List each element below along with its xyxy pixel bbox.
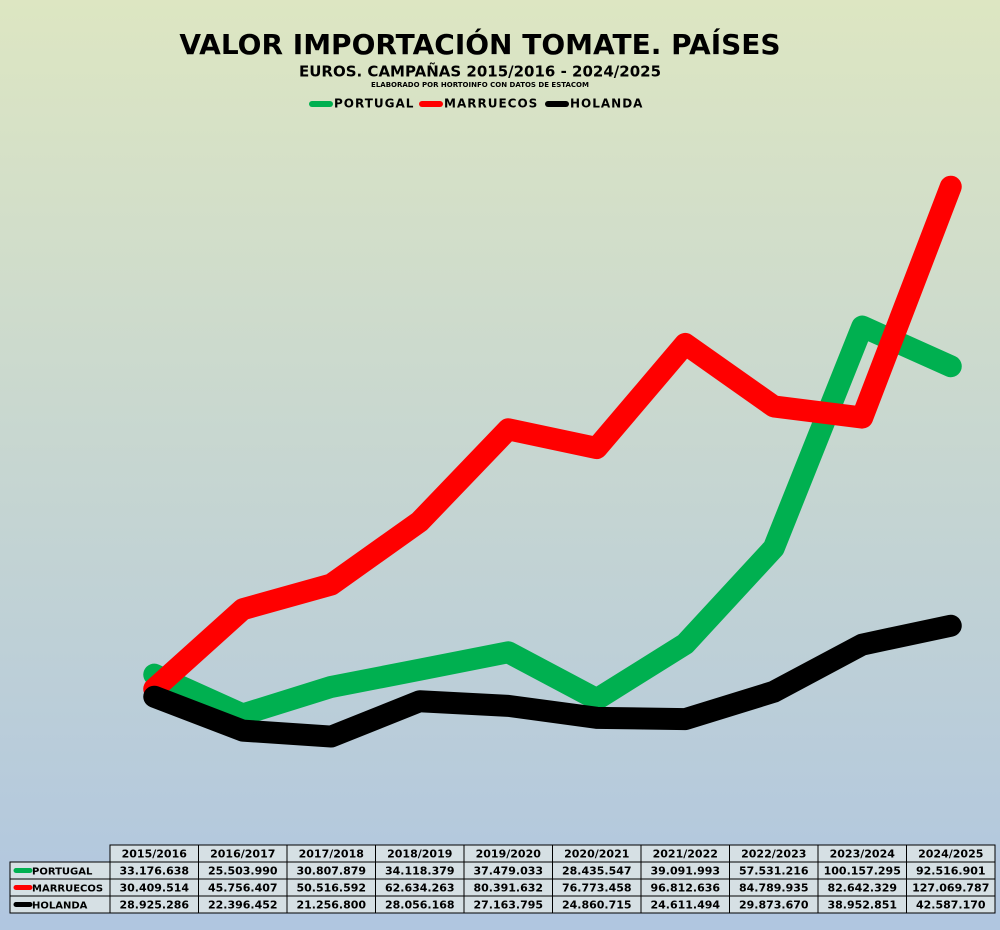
table-value: 28.056.168 — [385, 899, 455, 912]
table-value: 28.435.547 — [562, 865, 632, 878]
table-value: 29.873.670 — [739, 899, 809, 912]
table-header: 2023/2024 — [830, 848, 896, 861]
table-header: 2020/2021 — [564, 848, 629, 861]
table-value: 80.391.632 — [473, 882, 543, 895]
chart-note: ELABORADO POR HORTOINFO CON DATOS DE EST… — [371, 81, 589, 89]
table-value: 62.634.263 — [385, 882, 455, 895]
table-header: 2018/2019 — [387, 848, 452, 861]
table-value: 39.091.993 — [650, 865, 720, 878]
series-line — [143, 614, 962, 748]
table-value: 34.118.379 — [385, 865, 455, 878]
table-value: 127.069.787 — [912, 882, 989, 895]
table-value: 76.773.458 — [562, 882, 632, 895]
table-header: 2017/2018 — [299, 848, 364, 861]
table-header: 2021/2022 — [653, 848, 718, 861]
table-value: 42.587.170 — [916, 899, 986, 912]
chart-title: VALOR IMPORTACIÓN TOMATE. PAÍSES — [179, 27, 780, 61]
series-line — [143, 175, 962, 700]
table-header: 2019/2020 — [476, 848, 542, 861]
legend-label: PORTUGAL — [334, 97, 414, 111]
table-value: 24.860.715 — [562, 899, 632, 912]
table-header: 2022/2023 — [741, 848, 806, 861]
table-value: 92.516.901 — [916, 865, 986, 878]
table-value: 25.503.990 — [208, 865, 278, 878]
table-value: 100.157.295 — [824, 865, 901, 878]
table-header: 2024/2025 — [918, 848, 983, 861]
table-row-label: PORTUGAL — [32, 867, 93, 878]
table-value: 30.409.514 — [119, 882, 189, 895]
table-header: 2015/2016 — [122, 848, 188, 861]
table-value: 96.812.636 — [650, 882, 720, 895]
table-value: 21.256.800 — [296, 899, 366, 912]
table-value: 33.176.638 — [119, 865, 189, 878]
table-value: 45.756.407 — [208, 882, 278, 895]
table-row-label: HOLANDA — [32, 901, 88, 912]
table-value: 22.396.452 — [208, 899, 278, 912]
table-value: 37.479.033 — [473, 865, 543, 878]
table-cell — [906, 895, 996, 914]
table-header: 2016/2017 — [210, 848, 275, 861]
table-value: 28.925.286 — [119, 899, 189, 912]
legend-label: MARRUECOS — [444, 97, 538, 111]
table-value: 24.611.494 — [650, 899, 720, 912]
table-value: 84.789.935 — [739, 882, 809, 895]
table-value: 38.952.851 — [827, 899, 897, 912]
chart-subtitle: EUROS. CAMPAÑAS 2015/2016 - 2024/2025 — [299, 62, 661, 81]
table-value: 27.163.795 — [473, 899, 543, 912]
table-value: 50.516.592 — [296, 882, 366, 895]
data-table: 2015/2016 2016/2017 2017/2018 2018/2019 2019… — [9, 844, 996, 914]
series-line — [143, 315, 962, 726]
table-value: 30.807.879 — [296, 865, 366, 878]
table-value: 57.531.216 — [739, 865, 809, 878]
table-row-label: MARRUECOS — [32, 884, 103, 895]
legend-label: HOLANDA — [570, 97, 643, 111]
table-value: 82.642.329 — [827, 882, 897, 895]
